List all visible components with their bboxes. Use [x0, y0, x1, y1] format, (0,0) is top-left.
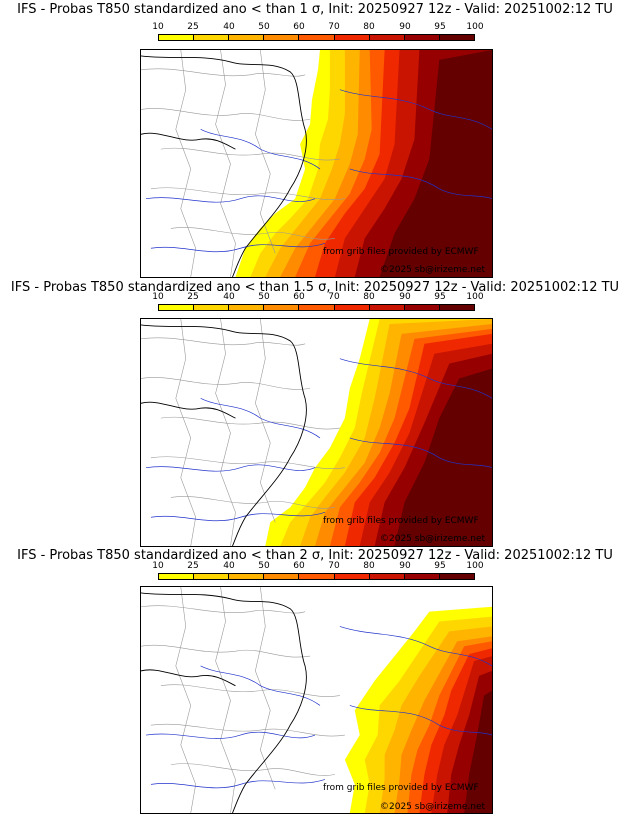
copyright-text: ©2025 sb@irizeme.net	[380, 265, 486, 275]
legend-swatch	[334, 574, 370, 579]
coastlines	[141, 324, 307, 546]
legend-swatch	[334, 35, 370, 40]
panel-1: IFS - Probas T850 standardized ano < tha…	[0, 2, 630, 278]
legend-tick: 100	[466, 292, 484, 302]
probability-map	[140, 586, 493, 814]
legend-swatch	[299, 574, 335, 579]
panel-title: IFS - Probas T850 standardized ano < tha…	[17, 2, 613, 17]
probability-map	[140, 49, 493, 278]
legend-swatch	[194, 305, 230, 310]
rivers	[145, 358, 492, 522]
probability-map	[140, 318, 493, 547]
rivers	[145, 89, 492, 253]
legend-swatch	[194, 35, 230, 40]
legend-tick: 60	[293, 561, 305, 571]
legend-swatch	[369, 305, 405, 310]
legend-swatch	[159, 305, 195, 310]
legend-tick: 95	[434, 292, 446, 302]
legend-swatch	[369, 574, 405, 579]
panel-2: IFS - Probas T850 standardized ano < tha…	[0, 271, 630, 547]
legend-swatch	[334, 305, 370, 310]
probability-field	[235, 50, 492, 277]
legend-swatch	[194, 574, 230, 579]
legend-tick: 25	[187, 561, 199, 571]
copyright-text: ©2025 sb@irizeme.net	[380, 802, 486, 812]
legend-swatch	[439, 35, 474, 40]
legend-swatch	[439, 305, 474, 310]
coastlines	[141, 592, 307, 813]
legend-swatch	[369, 35, 405, 40]
legend-swatch	[229, 574, 265, 579]
legend-tick: 10	[152, 561, 164, 571]
legend-tick: 60	[293, 292, 305, 302]
legend-swatch	[159, 35, 195, 40]
legend-swatch	[299, 35, 335, 40]
legend-swatch	[439, 574, 474, 579]
coastlines	[141, 55, 307, 277]
legend-tick: 50	[258, 561, 270, 571]
legend-tick: 100	[466, 561, 484, 571]
legend-tick: 40	[223, 22, 235, 32]
legend-tick: 80	[363, 561, 375, 571]
panel-title: IFS - Probas T850 standardized ano < tha…	[17, 548, 613, 563]
legend-swatch	[299, 305, 335, 310]
legend-tick: 50	[258, 292, 270, 302]
legend-swatch	[404, 35, 440, 40]
legend-tick: 70	[328, 292, 340, 302]
legend-tick: 60	[293, 22, 305, 32]
legend-swatch	[264, 35, 300, 40]
credit-text: from grib files provided by ECMWF	[323, 516, 479, 526]
copyright-text: ©2025 sb@irizeme.net	[380, 534, 486, 544]
legend-tick: 70	[328, 22, 340, 32]
panel-3: IFS - Probas T850 standardized ano < tha…	[0, 540, 630, 828]
rivers	[145, 626, 492, 789]
legend-swatch	[264, 305, 300, 310]
legend-tick: 10	[152, 292, 164, 302]
legend-labels: 10 25 40 50 60 70 80 90 95 100	[146, 292, 496, 302]
legend-tick: 25	[187, 22, 199, 32]
legend-tick: 80	[363, 292, 375, 302]
legend-tick: 40	[223, 561, 235, 571]
legend-tick: 100	[466, 22, 484, 32]
credit-text: from grib files provided by ECMWF	[323, 247, 479, 257]
land-outlines	[141, 50, 345, 277]
color-legend	[158, 34, 475, 41]
legend-swatch	[404, 574, 440, 579]
legend-swatch	[229, 305, 265, 310]
legend-labels: 10 25 40 50 60 70 80 90 95 100	[146, 22, 496, 32]
legend-tick: 95	[434, 22, 446, 32]
legend-swatch	[229, 35, 265, 40]
land-outlines	[141, 587, 345, 813]
legend-tick: 70	[328, 561, 340, 571]
legend-swatch	[264, 574, 300, 579]
legend-tick: 25	[187, 292, 199, 302]
legend-tick: 90	[399, 561, 411, 571]
legend-tick: 80	[363, 22, 375, 32]
land-outlines	[141, 319, 345, 546]
probability-field	[265, 319, 492, 546]
legend-labels: 10 25 40 50 60 70 80 90 95 100	[146, 561, 496, 571]
color-legend	[158, 573, 475, 580]
legend-tick: 90	[399, 22, 411, 32]
legend-tick: 50	[258, 22, 270, 32]
credit-text: from grib files provided by ECMWF	[323, 783, 479, 793]
color-legend	[158, 304, 475, 311]
legend-swatch	[159, 574, 195, 579]
legend-swatch	[404, 305, 440, 310]
panel-title: IFS - Probas T850 standardized ano < tha…	[10, 280, 620, 295]
legend-tick: 40	[223, 292, 235, 302]
legend-tick: 90	[399, 292, 411, 302]
legend-tick: 10	[152, 22, 164, 32]
legend-tick: 95	[434, 561, 446, 571]
